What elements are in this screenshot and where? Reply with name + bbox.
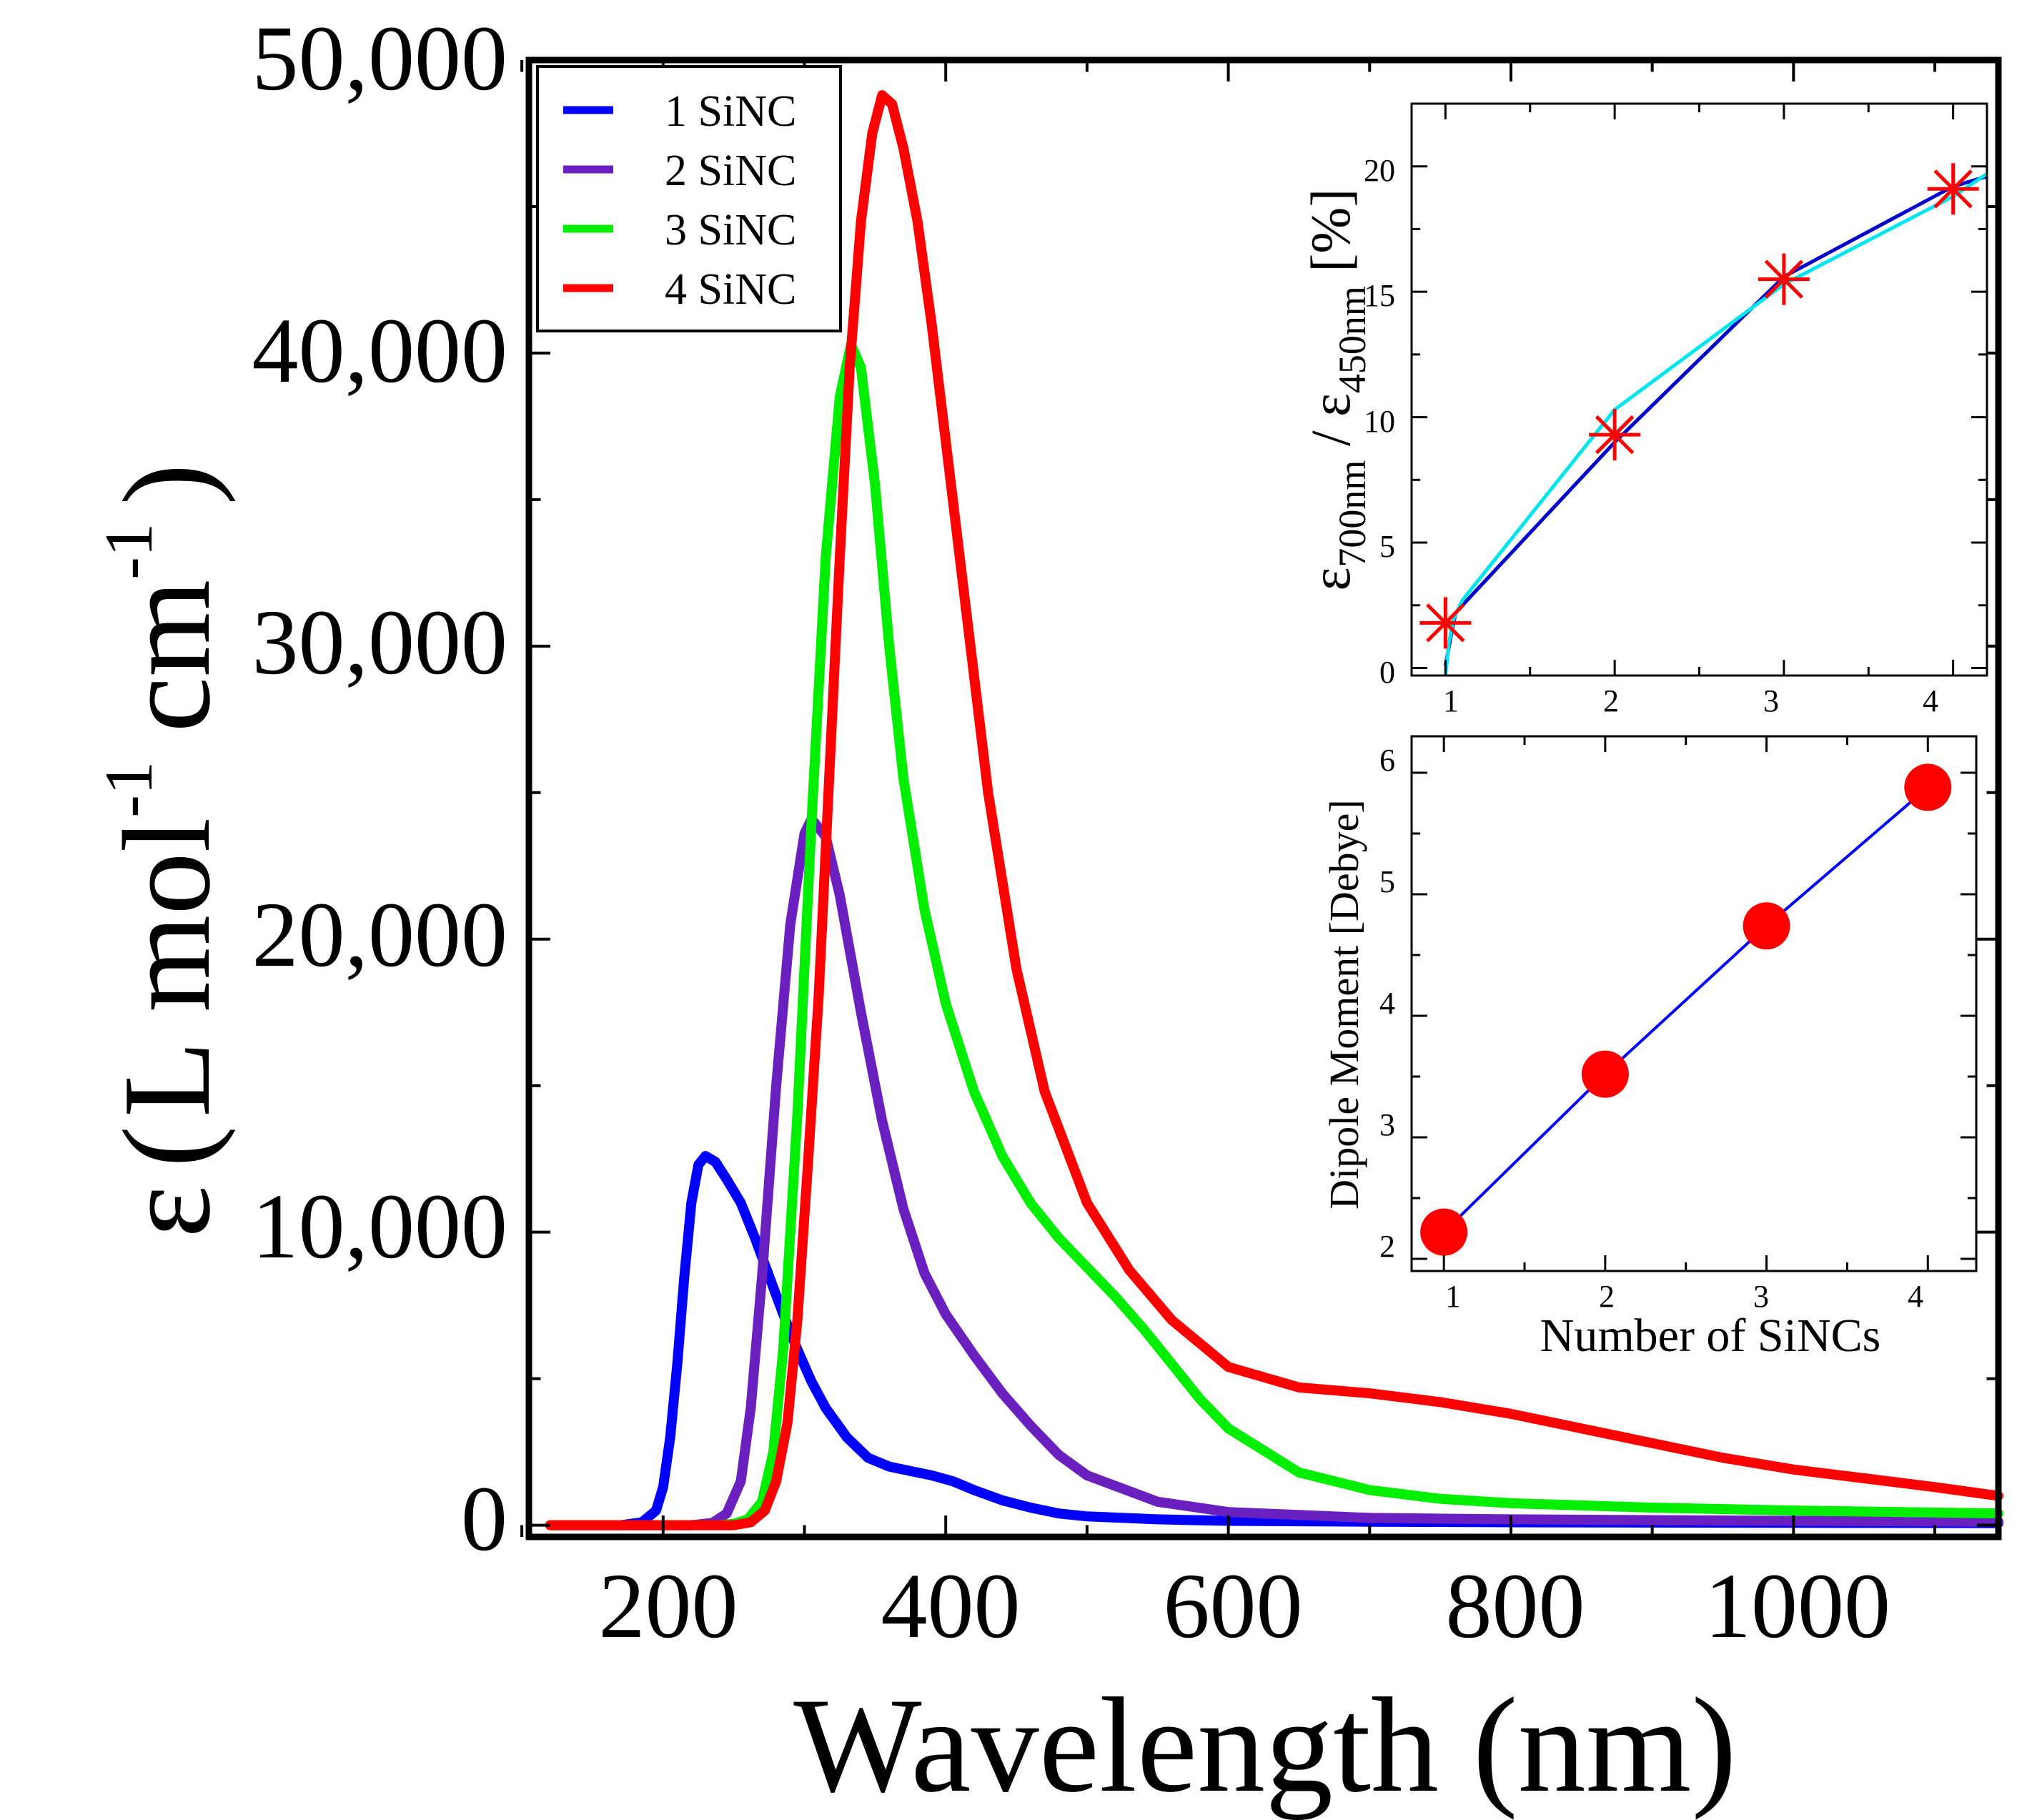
series-line-2-sinc — [545, 813, 2003, 1530]
ratio-sub-450nm: 450nm — [1331, 286, 1374, 393]
main-x-tick-label: 800 — [1446, 1555, 1585, 1658]
inset-dipole-x-tick-label: 2 — [1599, 1279, 1615, 1314]
unit-open-paren: ( — [97, 1126, 236, 1167]
ratio-asterisk-marker — [1589, 409, 1641, 461]
ratio-fit-line-cyan — [1443, 172, 1988, 676]
inset-ratio-series-group — [1419, 163, 1988, 676]
svg-text:ε(Lmol-1cm-1): ε(Lmol-1cm-1) — [91, 463, 236, 1237]
ratio-asterisk-stroke — [1595, 415, 1635, 455]
unit-cm-exponent: -1 — [91, 523, 167, 580]
inset-dipole-frame — [1410, 735, 1978, 1272]
svg-text:ε700nm / ε450nm [%]: ε700nm / ε450nm [%] — [1299, 189, 1374, 591]
inset-dipole-x-axis-label: Number of SiNCs — [1540, 1310, 1881, 1362]
ratio-separator: / ε — [1299, 393, 1362, 460]
inset-dipole-y-tick-label: 4 — [1379, 986, 1395, 1021]
dipole-point — [1581, 1050, 1629, 1098]
inset-ratio-x-tick-label: 4 — [1923, 683, 1938, 718]
inset-ratio-y-tick-label: 15 — [1364, 278, 1395, 313]
unit-mol-exponent: -1 — [91, 761, 167, 818]
ratio-asterisk-stroke — [1764, 259, 1804, 299]
inset-dipole-series-group — [1420, 763, 1952, 1256]
inset-dipole-chart: 2 3 4 5 6 1 2 3 4 Number of SiNCs Dipole… — [1321, 735, 1978, 1362]
main-x-tick-label: 600 — [1164, 1555, 1303, 1658]
dipole-line — [1442, 786, 1929, 1234]
inset-ratio-background — [1412, 104, 1987, 676]
inset-dipole-y-tick-labels: 2 3 4 5 6 — [1379, 743, 1395, 1264]
inset-dipole-ticks — [1412, 736, 1976, 1271]
series-line-3-sinc — [545, 339, 2003, 1530]
inset-dipole-y-tick-label: 5 — [1379, 864, 1395, 899]
main-y-tick-label: 20,000 — [252, 884, 508, 986]
unit-mol: mol — [97, 818, 236, 1012]
ratio-asterisk-marker — [1927, 163, 1979, 215]
ratio-asterisk-marker — [1758, 253, 1810, 305]
inset-ratio-x-tick-label: 2 — [1603, 683, 1619, 718]
main-x-axis-label: Wavelength (nm) — [793, 1671, 1737, 1820]
inset-dipole-background — [1412, 736, 1976, 1271]
inset-ratio-y-tick-labels: 0 5 10 15 20 — [1364, 153, 1395, 690]
ratio-sub-700nm: 700nm — [1331, 460, 1374, 568]
inset-ratio-chart: 0 5 10 15 20 1 2 3 4 ε700nm / ε450nm [%] — [1299, 102, 1988, 718]
ratio-unit: [%] — [1299, 189, 1362, 286]
dipole-point — [1904, 763, 1952, 811]
unit-close-paren: ) — [97, 463, 236, 505]
inset-ratio-y-tick-label: 20 — [1364, 153, 1395, 188]
main-y-tick-label: 30,000 — [252, 591, 508, 694]
inset-ratio-y-tick-label: 5 — [1379, 529, 1395, 564]
main-y-axis-label: ε(Lmol-1cm-1) — [91, 463, 236, 1237]
epsilon-symbol: ε — [97, 1185, 236, 1238]
inset-dipole-y-tick-label: 6 — [1379, 743, 1395, 778]
main-frame — [525, 56, 2002, 1540]
inset-dipole-x-tick-labels: 1 2 3 4 — [1445, 1279, 1923, 1314]
inset-ratio-y-tick-label: 0 — [1379, 655, 1395, 690]
inset-dipole-y-tick-label: 3 — [1379, 1107, 1395, 1142]
main-legend: 1 SiNC 2 SiNC 3 SiNC 4 SiNC — [536, 65, 842, 332]
main-y-tick-label: 10,000 — [252, 1175, 508, 1278]
main-x-tick-label: 1000 — [1705, 1555, 1890, 1658]
main-y-tick-label: 50,000 — [252, 7, 508, 110]
inset-dipole-x-tick-label: 4 — [1908, 1279, 1923, 1314]
inset-ratio-y-axis-label: ε700nm / ε450nm [%] — [1299, 189, 1374, 591]
inset-dipole-x-tick-label: 3 — [1753, 1279, 1769, 1314]
inset-ratio-x-tick-label: 3 — [1763, 683, 1779, 718]
main-y-tick-label: 0 — [461, 1468, 507, 1571]
ratio-epsilon: ε — [1299, 568, 1362, 591]
inset-ratio-y-tick-label: 10 — [1364, 404, 1395, 439]
ratio-asterisk-marker — [1419, 597, 1472, 649]
main-x-tick-label: 200 — [599, 1555, 738, 1658]
dipole-point — [1743, 902, 1790, 950]
main-y-tick-label: 40,000 — [252, 300, 508, 402]
ratio-asterisk-stroke — [1426, 603, 1465, 643]
main-chart: 0 10,000 20,000 30,000 40,000 50,000 200… — [91, 7, 2003, 1820]
unit-L: L — [97, 1041, 236, 1117]
inset-dipole-y-axis-label: Dipole Moment [Debye] — [1321, 799, 1367, 1209]
inset-dipole-x-tick-label: 1 — [1445, 1279, 1461, 1314]
legend-label-3-sinc: 3 SiNC — [665, 206, 796, 254]
dipole-point — [1420, 1208, 1468, 1256]
main-x-tick-labels: 200 400 600 800 1000 — [599, 1555, 1891, 1658]
main-series-group — [545, 90, 2003, 1530]
main-y-tick-labels: 0 10,000 20,000 30,000 40,000 50,000 — [252, 7, 508, 1571]
inset-ratio-x-tick-labels: 1 2 3 4 — [1443, 683, 1938, 718]
main-ticks — [520, 59, 1998, 1537]
inset-ratio-x-tick-label: 1 — [1443, 683, 1459, 718]
unit-cm: cm — [97, 580, 236, 733]
legend-label-1-sinc: 1 SiNC — [665, 87, 796, 136]
inset-ratio-ticks — [1412, 104, 1987, 676]
main-x-tick-label: 400 — [881, 1555, 1021, 1658]
legend-label-2-sinc: 2 SiNC — [665, 147, 796, 195]
legend-label-4-sinc: 4 SiNC — [665, 265, 796, 314]
inset-dipole-y-tick-label: 2 — [1379, 1229, 1395, 1264]
ratio-asterisk-stroke — [1933, 169, 1973, 209]
series-line-4-sinc — [545, 90, 2003, 1530]
series-line-1-sinc — [545, 1151, 2003, 1530]
